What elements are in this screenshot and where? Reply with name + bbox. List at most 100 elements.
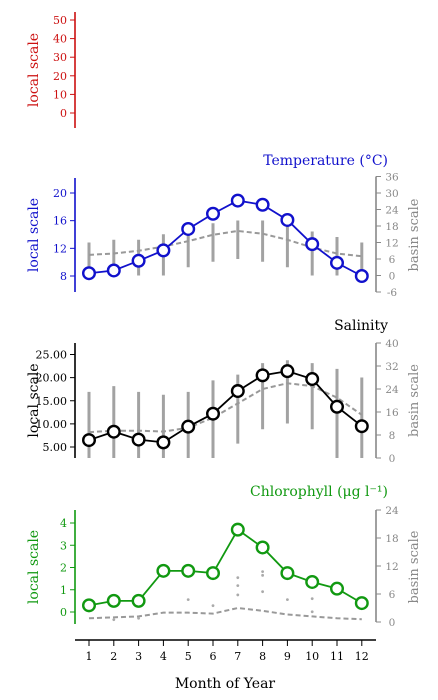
left-tick-label: 12 xyxy=(53,242,67,255)
local-series-point xyxy=(205,406,220,421)
local-series-point xyxy=(131,253,146,268)
left-axis-label: local scale xyxy=(26,530,42,604)
right-tick-label: 12 xyxy=(385,238,398,250)
panel-title: Temperature (°C) xyxy=(263,153,388,169)
right-tick-label: 40 xyxy=(385,338,398,350)
left-tick-label: 3 xyxy=(60,539,67,552)
basin-scatter-point xyxy=(310,610,314,614)
left-tick-label: 40 xyxy=(53,33,67,46)
x-axis-title: Month of Year xyxy=(175,676,276,692)
local-series-point xyxy=(106,263,121,278)
right-tick-label: 18 xyxy=(385,533,398,545)
local-series-point xyxy=(305,237,320,252)
x-tick-label: 11 xyxy=(330,650,344,663)
basin-scatter-point xyxy=(236,576,240,580)
local-series-point xyxy=(255,368,270,383)
x-tick-label: 10 xyxy=(305,650,319,663)
local-series-point xyxy=(106,424,121,439)
x-tick-label: 6 xyxy=(210,650,217,663)
local-series-point xyxy=(181,563,196,578)
basin-scatter-point xyxy=(137,616,141,620)
basin-scatter-point xyxy=(112,618,116,622)
local-series-point xyxy=(354,269,369,284)
local-series-point xyxy=(131,432,146,447)
left-tick-label: 10 xyxy=(53,88,67,101)
x-tick-label: 12 xyxy=(355,650,369,663)
local-series-point xyxy=(330,399,345,414)
local-series-point xyxy=(131,593,146,608)
local-series-point xyxy=(81,598,96,613)
left-tick-label: 50 xyxy=(53,14,67,27)
local-series-point xyxy=(280,364,295,379)
right-tick-label: -6 xyxy=(387,287,398,299)
right-tick-label: 0 xyxy=(389,453,396,465)
right-tick-label: 6 xyxy=(389,254,396,266)
local-series-point xyxy=(230,384,245,399)
right-axis-label: basin scale xyxy=(407,530,422,603)
right-tick-label: 0 xyxy=(389,617,396,629)
right-tick-label: 8 xyxy=(389,430,396,442)
left-tick-label: 4 xyxy=(60,517,67,530)
local-series-point xyxy=(255,197,270,212)
basin-scatter-point xyxy=(211,604,215,608)
left-tick-label: 20 xyxy=(53,70,67,83)
left-axis-label: local scale xyxy=(26,198,42,272)
local-series-point xyxy=(280,566,295,581)
basin-scatter-point xyxy=(261,573,264,577)
local-series-point xyxy=(330,255,345,270)
local-series-point xyxy=(305,574,320,589)
local-series-point xyxy=(156,563,171,578)
right-tick-label: 24 xyxy=(385,384,399,396)
right-tick-label: 30 xyxy=(385,188,398,200)
right-tick-label: 24 xyxy=(385,205,399,217)
x-tick-label: 3 xyxy=(135,650,142,663)
basin-scatter-point xyxy=(261,570,264,573)
x-tick-label: 7 xyxy=(234,650,241,663)
basin-mean-line xyxy=(88,382,363,434)
left-tick-label: 2 xyxy=(60,562,67,575)
right-tick-label: 24 xyxy=(385,505,399,517)
local-series-line xyxy=(88,370,363,444)
panel-2: 8 12 16 20 local scale Temperature (°C) -6 0 6 12… xyxy=(26,153,422,299)
basin-scatter-point xyxy=(236,584,240,587)
left-tick-label: 0 xyxy=(60,606,67,619)
panel-1: 0 10 20 30 40 50 local scale xyxy=(26,12,76,128)
local-series-point xyxy=(330,581,345,596)
left-tick-label: 15.00 xyxy=(36,395,68,408)
basin-mean-line xyxy=(88,229,362,258)
left-tick-label: 20.00 xyxy=(36,372,68,385)
local-series-point xyxy=(156,435,171,450)
local-series-point xyxy=(205,566,220,581)
x-tick-label: 2 xyxy=(110,650,117,663)
x-tick-label: 8 xyxy=(259,650,266,663)
right-tick-label: 6 xyxy=(389,589,396,601)
local-series-point xyxy=(354,419,369,434)
local-series-line xyxy=(88,528,363,607)
basin-mean-line xyxy=(88,606,362,621)
left-tick-label: 5.00 xyxy=(43,441,68,454)
local-series-point xyxy=(205,206,220,221)
x-tick-label: 1 xyxy=(86,650,93,663)
right-axis-label: basin scale xyxy=(407,364,422,437)
left-axis-label: local scale xyxy=(26,33,42,107)
left-tick-label: 10.00 xyxy=(36,418,68,431)
basin-scatter-point xyxy=(286,598,289,601)
panel-title: Chlorophyll (μg l⁻¹) xyxy=(250,484,388,500)
local-series-line xyxy=(88,199,363,277)
basin-scatter-point xyxy=(310,597,314,601)
left-tick-label: 30 xyxy=(53,51,67,64)
local-series-point xyxy=(354,596,369,611)
local-series-point xyxy=(181,221,196,236)
local-series-point xyxy=(280,212,295,227)
panel-title: Salinity xyxy=(334,318,388,334)
right-tick-label: 16 xyxy=(385,407,399,419)
basin-scatter-point xyxy=(186,598,190,601)
right-tick-label: 36 xyxy=(385,172,399,184)
x-tick-label: 9 xyxy=(284,650,291,663)
left-tick-label: 1 xyxy=(60,584,67,597)
left-axis-label: local scale xyxy=(26,363,42,437)
local-series-point xyxy=(305,372,320,387)
